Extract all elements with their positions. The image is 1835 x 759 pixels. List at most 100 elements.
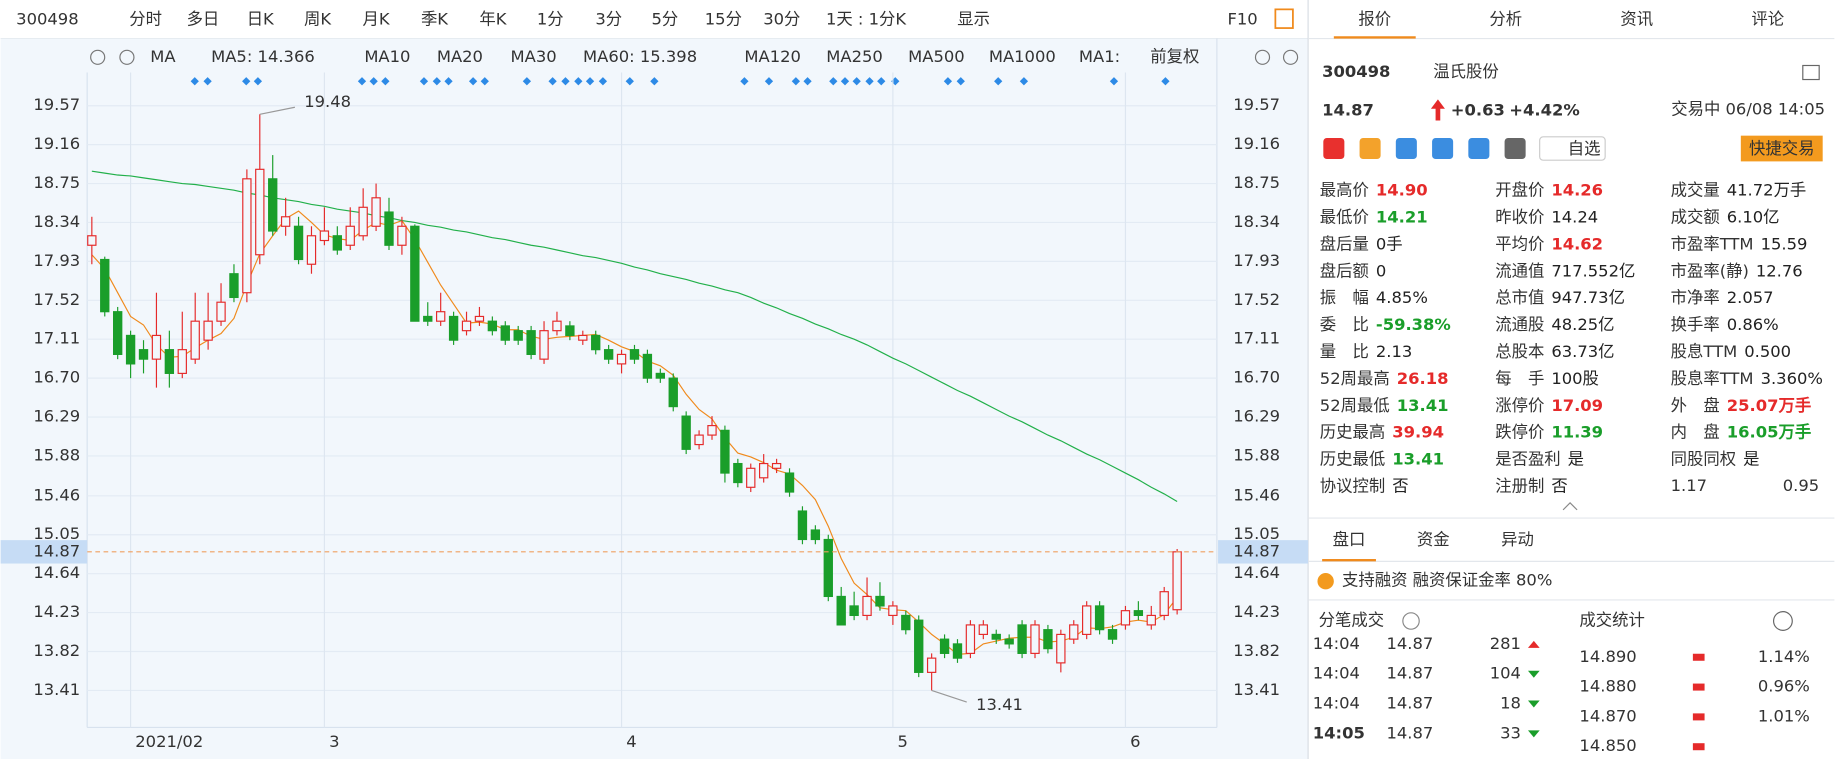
event-marker[interactable]	[740, 77, 749, 86]
collapse-chevron[interactable]	[1562, 502, 1578, 511]
toolbar-item[interactable]: 年K	[479, 9, 507, 28]
candle-body	[423, 315, 433, 322]
event-marker[interactable]	[865, 77, 874, 86]
more-icon[interactable]	[1772, 611, 1793, 631]
candle-body	[255, 168, 265, 256]
event-marker[interactable]	[585, 77, 595, 86]
candle-body	[991, 633, 1001, 640]
feature-icon[interactable]	[1323, 138, 1345, 160]
stat: 平均价 14.62	[1495, 234, 1603, 253]
tab[interactable]: 评论	[1751, 9, 1784, 28]
toolbar-item[interactable]: 分时	[129, 9, 162, 28]
panel-icon[interactable]	[1802, 64, 1820, 81]
toolbar-item[interactable]: 1分	[537, 9, 564, 28]
event-marker[interactable]	[803, 77, 812, 86]
y-tick-label: 16.29	[33, 407, 80, 426]
toolbar-item[interactable]: 5分	[651, 9, 678, 28]
toolbar-item[interactable]: 30分	[763, 9, 800, 28]
toolbar-item[interactable]: 300498	[16, 9, 78, 28]
event-marker[interactable]	[1019, 77, 1029, 86]
last-price-label: 14.87	[33, 541, 80, 560]
candle-body	[655, 372, 666, 379]
event-marker[interactable]	[432, 77, 441, 86]
indicator-off[interactable]: MA1:	[1079, 47, 1120, 66]
toolbar-item[interactable]: 15分	[705, 9, 742, 28]
candle-body	[410, 225, 420, 322]
event-marker[interactable]	[650, 77, 659, 86]
help-icon[interactable]	[1402, 612, 1420, 630]
toolbar-item[interactable]: F10	[1228, 9, 1258, 28]
event-marker[interactable]	[852, 77, 861, 86]
event-marker[interactable]	[381, 77, 390, 86]
toolbar-item[interactable]: 周K	[304, 9, 332, 28]
indicator-off[interactable]: MA1000	[989, 47, 1056, 66]
toolbar-item[interactable]: 多日	[187, 9, 220, 28]
event-marker[interactable]	[943, 77, 953, 86]
indicator-off[interactable]: MA20	[437, 47, 483, 66]
price-adjust[interactable]: 前复权	[1150, 47, 1199, 66]
tab[interactable]: 盘口	[1333, 530, 1366, 549]
event-marker[interactable]	[369, 77, 378, 86]
toolbar-item[interactable]: 显示	[957, 9, 990, 28]
candle-body	[448, 315, 459, 341]
stat-value: 26.18	[1397, 368, 1449, 387]
watch-button[interactable]	[1539, 136, 1606, 161]
trade-button-label[interactable]: 快捷交易	[1749, 139, 1814, 158]
toolbar-item[interactable]: 日K	[247, 9, 275, 28]
feature-icon[interactable]	[1504, 138, 1526, 160]
zoom-out-icon[interactable]	[1254, 49, 1271, 65]
tab[interactable]: 异动	[1501, 530, 1534, 549]
tab[interactable]: 资金	[1417, 530, 1450, 549]
tab[interactable]: 报价	[1358, 9, 1391, 28]
toolbar-item[interactable]: 3分	[595, 9, 622, 28]
event-marker[interactable]	[956, 77, 965, 86]
toolbar-item[interactable]: 季K	[421, 9, 449, 28]
tab[interactable]: 分析	[1489, 9, 1522, 28]
indicator-off[interactable]: MA30	[511, 47, 557, 66]
feature-icon[interactable]	[1432, 138, 1454, 160]
event-marker[interactable]	[994, 77, 1003, 86]
event-marker[interactable]	[1109, 77, 1119, 86]
stat: 委 比 -59.38%	[1320, 315, 1451, 334]
feature-icon[interactable]	[1468, 138, 1490, 160]
event-marker[interactable]	[791, 77, 801, 86]
event-marker[interactable]	[598, 77, 608, 86]
close-icon[interactable]	[119, 49, 135, 65]
indicator-off[interactable]: MA250	[826, 47, 883, 66]
candle-body	[565, 325, 575, 337]
stat-label: 总市值	[1495, 288, 1544, 307]
y-tick-label: 15.05	[33, 524, 80, 543]
event-marker[interactable]	[548, 77, 557, 86]
event-marker[interactable]	[625, 77, 634, 86]
indicator-off[interactable]: MA10	[364, 47, 410, 66]
tab[interactable]: 资讯	[1620, 9, 1653, 28]
stat-value: 0.500	[1744, 342, 1791, 361]
feature-icon[interactable]	[1359, 138, 1381, 160]
event-marker[interactable]	[419, 77, 429, 86]
event-marker[interactable]	[574, 77, 583, 86]
watch-label[interactable]: 自选	[1568, 139, 1601, 158]
y-tick-label: 13.82	[33, 641, 80, 660]
stat-label: 平均价	[1495, 234, 1544, 253]
event-marker[interactable]	[357, 77, 367, 86]
stat-value: 16.05万手	[1727, 422, 1811, 441]
trade-button[interactable]	[1740, 135, 1823, 162]
stat-label: 外 盘	[1671, 395, 1720, 414]
toolbar-item[interactable]: 1天 : 1分K	[826, 9, 907, 28]
event-marker[interactable]	[829, 77, 838, 86]
event-marker[interactable]	[840, 77, 850, 86]
feature-icon[interactable]	[1395, 138, 1417, 160]
stat-value: 否	[1551, 476, 1567, 495]
indicator-off[interactable]: MA120	[744, 47, 801, 66]
zoom-in-icon[interactable]	[1282, 49, 1299, 65]
layout-icon[interactable]	[1274, 8, 1294, 29]
price: 14.87	[1322, 101, 1374, 120]
toolbar-item[interactable]: 月K	[362, 9, 390, 28]
stat: 外 盘 25.07万手	[1671, 395, 1812, 414]
stat-label: 最高价	[1320, 180, 1369, 199]
event-marker[interactable]	[522, 77, 532, 86]
settings-icon[interactable]	[90, 49, 106, 65]
event-marker[interactable]	[444, 77, 453, 86]
indicator-off[interactable]: MA500	[908, 47, 965, 66]
event-marker[interactable]	[764, 77, 774, 86]
